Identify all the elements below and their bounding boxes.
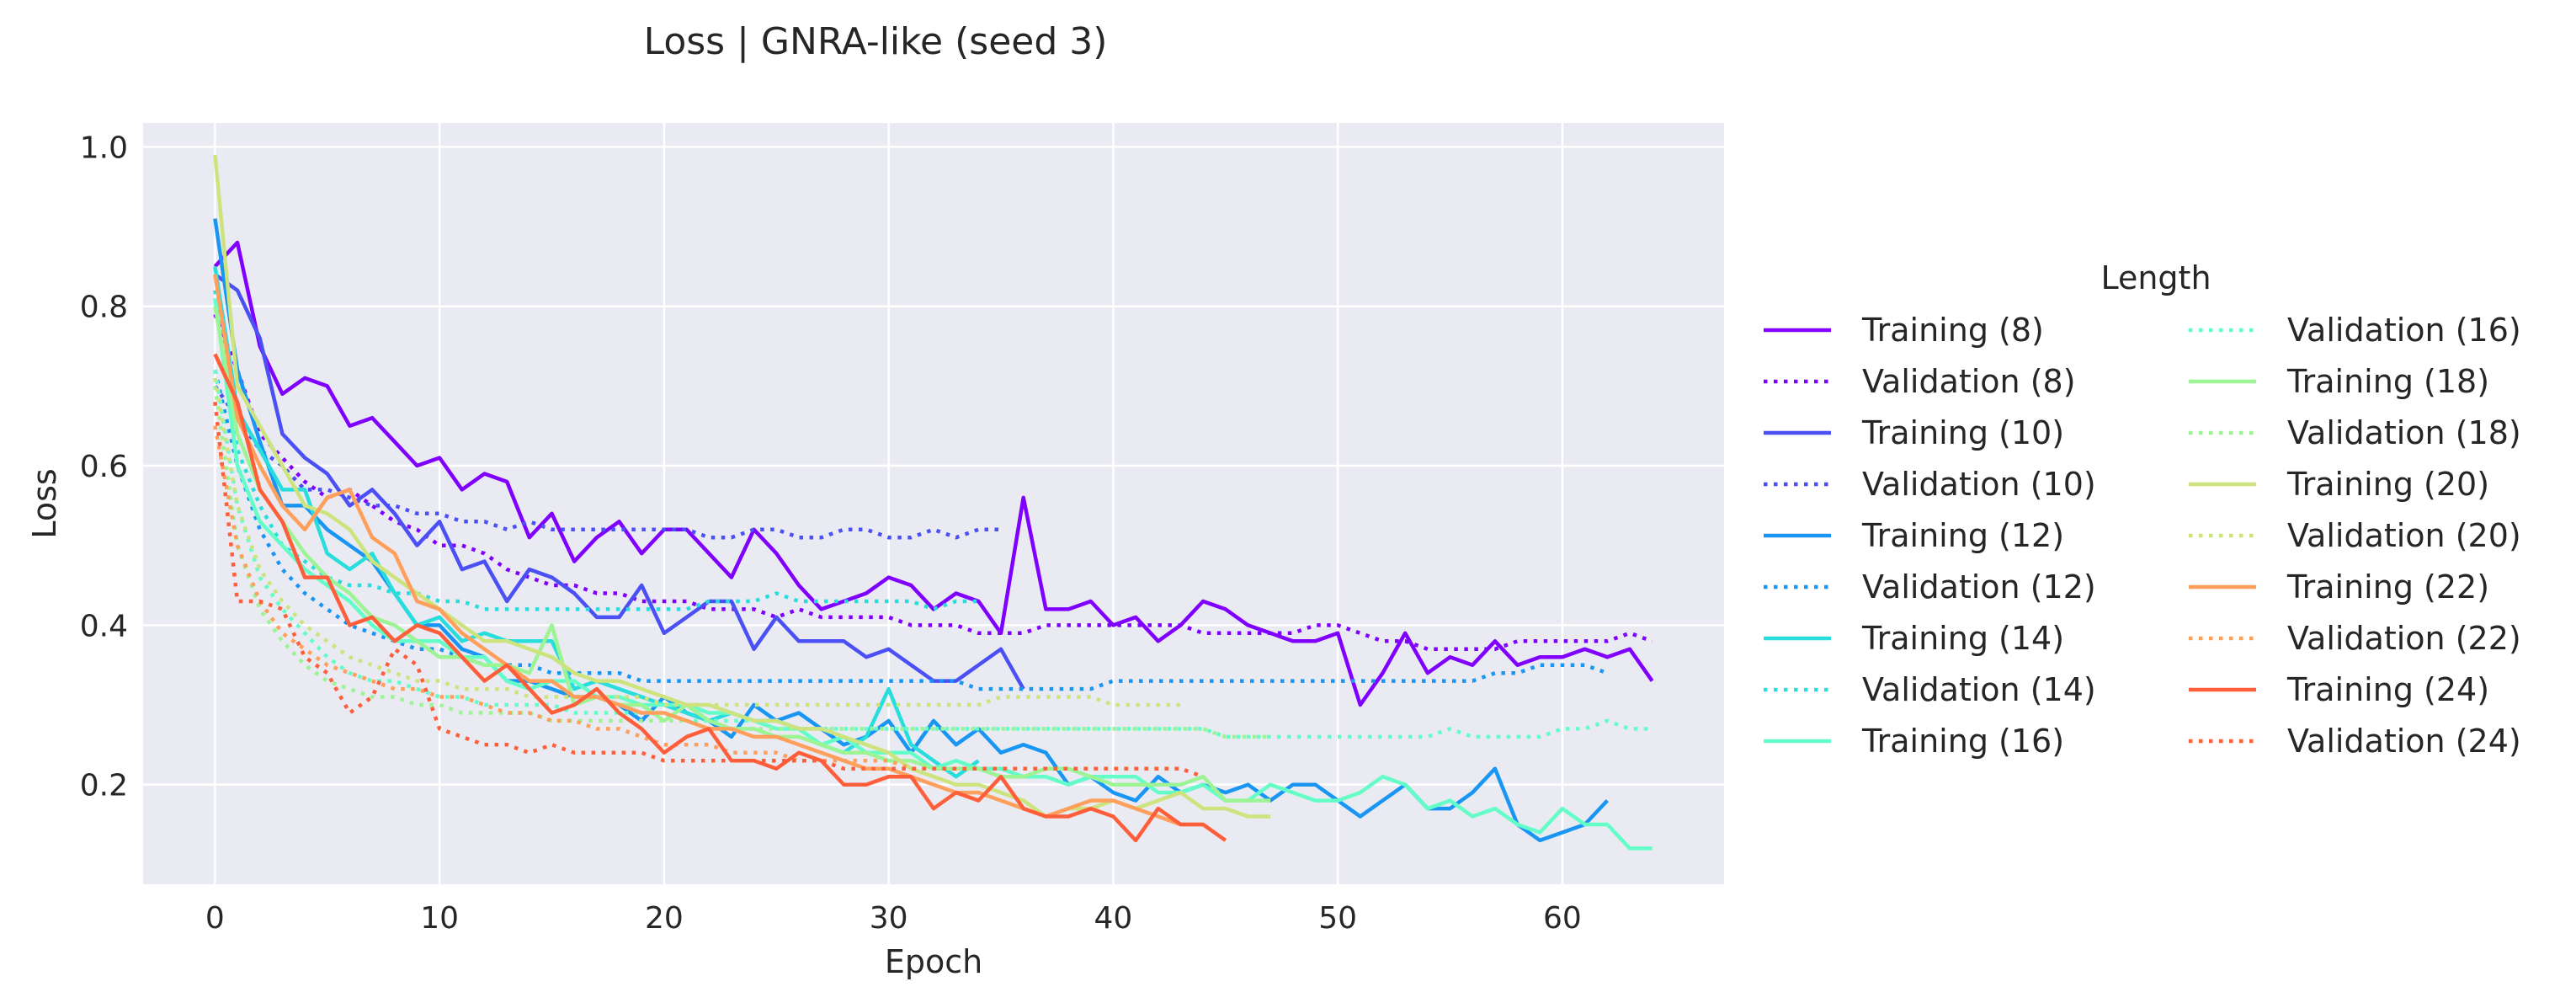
x-tick-label: 0 (205, 901, 225, 936)
series-line-validation-12 (213, 369, 1609, 691)
legend: Length Training (8) Validation (8) Trainin… (1764, 259, 2521, 760)
series-line-validation-18 (213, 386, 1271, 739)
legend-entry-training-8: Training (8) (1861, 312, 2044, 349)
x-tick-label: 50 (1318, 901, 1357, 936)
x-tick-label: 30 (870, 901, 908, 936)
legend-entry-training-10: Training (10) (1861, 414, 2064, 451)
tick-labels: 0 10 20 30 40 50 60 0.2 0.4 0.6 0.8 1.0 (80, 131, 1582, 936)
legend-entry-training-24: Training (24) (2286, 671, 2489, 708)
y-tick-label: 0.4 (80, 609, 128, 643)
y-tick-label: 0.6 (80, 450, 128, 484)
legend-entry-validation-10: Validation (10) (1862, 466, 2096, 503)
legend-entry-training-12: Training (12) (1861, 517, 2064, 554)
x-tick-label: 20 (645, 901, 684, 936)
legend-entry-validation-18: Validation (18) (2287, 414, 2521, 451)
y-tick-label: 0.8 (80, 291, 128, 325)
series-line-training-18 (213, 306, 1271, 803)
y-tick-label: 1.0 (80, 131, 128, 165)
series-line-validation-8 (213, 313, 1653, 652)
legend-entry-validation-8: Validation (8) (1862, 363, 2076, 400)
legend-entry-validation-24: Validation (24) (2287, 723, 2521, 760)
chart-title: Loss | GNRA-like (seed 3) (644, 20, 1108, 63)
plot-area (143, 123, 1724, 884)
y-tick-label: 0.2 (80, 769, 128, 803)
x-tick-label: 40 (1094, 901, 1133, 936)
series-line-validation-22 (213, 425, 1181, 771)
series-line-training-20 (213, 154, 1271, 819)
series-line-validation-14 (213, 290, 979, 611)
legend-entry-training-22: Training (22) (2286, 568, 2489, 606)
legend-entry-validation-16: Validation (16) (2287, 312, 2521, 349)
x-axis-label: Epoch (885, 943, 982, 980)
x-tick-label: 60 (1543, 901, 1582, 936)
series-line-training-24 (213, 353, 1227, 843)
series-line-training-10 (214, 273, 1025, 691)
legend-title: Length (2100, 259, 2211, 296)
legend-entry-validation-14: Validation (14) (1862, 671, 2096, 708)
series-line-validation-10 (213, 385, 1001, 540)
series-line-validation-20 (213, 377, 1181, 707)
legend-entry-training-18: Training (18) (2286, 363, 2489, 400)
legend-entry-validation-20: Validation (20) (2287, 517, 2521, 554)
y-axis-label: Loss (26, 468, 63, 538)
legend-entry-validation-22: Validation (22) (2287, 620, 2521, 657)
legend-entry-training-16: Training (16) (1861, 723, 2064, 760)
series-lines (213, 154, 1654, 851)
legend-entry-validation-12: Validation (12) (1862, 568, 2096, 606)
legend-entry-training-20: Training (20) (2286, 466, 2489, 503)
series-line-training-8 (213, 240, 1654, 707)
legend-entry-training-14: Training (14) (1861, 620, 2064, 657)
x-tick-label: 10 (420, 901, 459, 936)
